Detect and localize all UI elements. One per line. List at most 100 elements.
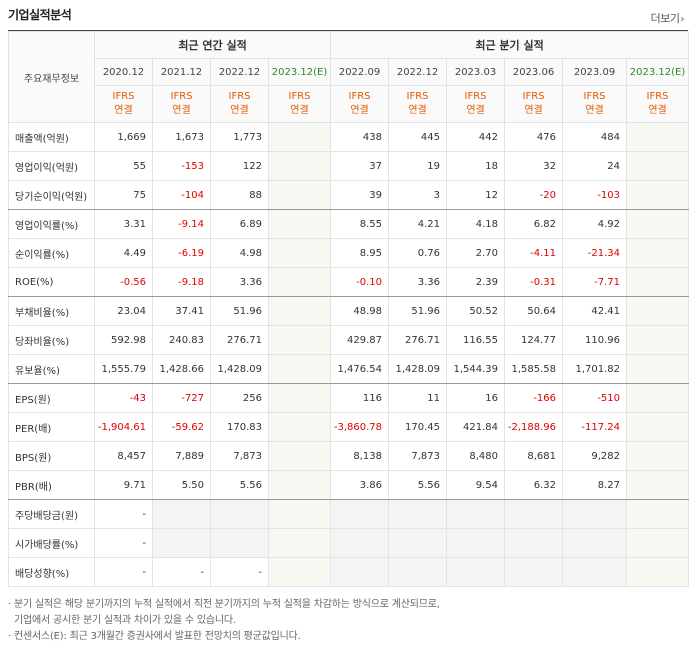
annual-group-header: 최근 연간 실적: [93, 31, 332, 59]
cell-annual: [267, 325, 332, 355]
cell-quarter: -117.24: [562, 412, 628, 442]
ifrs-line: IFRS: [646, 91, 669, 102]
cell-annual: -43: [94, 383, 153, 413]
period-label: 2023.12: [271, 66, 314, 78]
cell-quarter: 8.27: [562, 470, 628, 500]
consolidated-line: 연결: [230, 105, 249, 116]
cell-annual: -: [152, 557, 211, 587]
cell-annual: 4.49: [94, 238, 153, 268]
table-row: 당좌비율(%) 592.98 240.83 276.71 429.87 276.71 116…: [8, 325, 690, 355]
footnote-line: · 분기 실적은 해당 분기까지의 누적 실적에서 직전 분기까지의 누적 실적…: [8, 599, 440, 610]
cell-quarter: 2.39: [446, 267, 506, 297]
cell-annual: 8,457: [94, 441, 153, 471]
table-row: 배당성향(%) - - -: [8, 557, 690, 587]
table-row: EPS(원) -43 -727 256 116 11 16 -166 -510: [8, 383, 690, 413]
period-quarter-2: 2023.03: [446, 58, 506, 86]
row-label: 영업이익률(%): [8, 209, 95, 239]
cell-quarter: 4.18: [446, 209, 506, 239]
cell-quarter: [446, 528, 506, 558]
cell-quarter: 39: [330, 180, 390, 210]
cell-quarter: 19: [388, 151, 448, 181]
cell-quarter: [388, 557, 448, 587]
cell-quarter: 4.92: [562, 209, 628, 239]
cell-annual: [267, 267, 332, 297]
cell-quarter: -510: [562, 383, 628, 413]
cell-quarter: [446, 557, 506, 587]
cell-quarter: [562, 528, 628, 558]
cell-quarter: -2,188.96: [504, 412, 564, 442]
estimate-tag: (E): [313, 66, 328, 78]
cell-quarter: [626, 354, 690, 384]
cell-annual: -: [210, 557, 269, 587]
cell-quarter: 51.96: [388, 296, 448, 326]
more-label: 더보기: [650, 12, 680, 25]
table-row: BPS(원) 8,457 7,889 7,873 8,138 7,873 8,480 8,68…: [8, 441, 690, 471]
cell-annual: 37.41: [152, 296, 211, 326]
cell-annual: -727: [152, 383, 211, 413]
cell-annual: 55: [94, 151, 153, 181]
cell-quarter: 442: [446, 122, 506, 152]
table-row: PER(배) -1,904.61 -59.62 170.83 -3,860.78 170.…: [8, 412, 690, 442]
cell-annual: 5.50: [152, 470, 211, 500]
cell-annual: 1,428.09: [210, 354, 269, 384]
cell-quarter: 0.76: [388, 238, 448, 268]
cell-annual: [267, 238, 332, 268]
footnote-line: 기업에서 공시한 분기 실적과 차이가 있을 수 있습니다.: [14, 615, 236, 626]
consolidated-line: 연결: [114, 105, 133, 116]
period-label: 2020.12: [102, 66, 145, 78]
cell-quarter: 116: [330, 383, 390, 413]
period-annual-2: 2022.12: [210, 58, 269, 86]
cell-annual: 75: [94, 180, 153, 210]
cell-quarter: [446, 499, 506, 529]
cell-annual: 88: [210, 180, 269, 210]
cell-quarter: 110.96: [562, 325, 628, 355]
cell-annual: 3.36: [210, 267, 269, 297]
cell-annual: 23.04: [94, 296, 153, 326]
cell-annual: [267, 296, 332, 326]
cell-quarter: [626, 557, 690, 587]
cell-annual: [267, 180, 332, 210]
more-link[interactable]: 더보기›: [650, 10, 685, 26]
cell-annual: -9.14: [152, 209, 211, 239]
period-quarter-0: 2022.09: [330, 58, 390, 86]
cell-quarter: 42.41: [562, 296, 628, 326]
cell-quarter: 3: [388, 180, 448, 210]
cell-annual: 170.83: [210, 412, 269, 442]
cell-annual: [210, 528, 269, 558]
cell-quarter: [330, 499, 390, 529]
cell-quarter: [626, 441, 690, 471]
cell-annual: [152, 499, 211, 529]
cell-quarter: 12: [446, 180, 506, 210]
table-row: 주당배당금(원) -: [8, 499, 690, 529]
cell-quarter: [626, 209, 690, 239]
cell-annual: 7,873: [210, 441, 269, 471]
table-row: 영업이익(억원) 55 -153 122 37 19 18 32 24: [8, 151, 690, 181]
cell-quarter: [626, 296, 690, 326]
cell-quarter: 4.21: [388, 209, 448, 239]
period-quarter-5: 2023.12(E): [626, 58, 690, 86]
cell-annual: 122: [210, 151, 269, 181]
cell-quarter: [626, 180, 690, 210]
cell-quarter: [330, 557, 390, 587]
consolidated-line: 연결: [648, 105, 667, 116]
cell-quarter: [626, 238, 690, 268]
cell-quarter: [626, 528, 690, 558]
cell-quarter: 124.77: [504, 325, 564, 355]
footnote-line: · 컨센서스(E): 최근 3개월간 증권사에서 발표한 전망치의 평균값입니다…: [8, 631, 301, 642]
cell-quarter: 438: [330, 122, 390, 152]
section-title: 기업실적분석: [8, 8, 72, 22]
period-annual-0: 2020.12: [94, 58, 153, 86]
consolidated-line: 연결: [408, 105, 427, 116]
period-quarter-4: 2023.09: [562, 58, 628, 86]
ifrs-label: IFRS 연결: [210, 85, 269, 123]
cell-quarter: [626, 412, 690, 442]
period-label: 2021.12: [160, 66, 203, 78]
ifrs-line: IFRS: [228, 91, 251, 102]
cell-quarter: 48.98: [330, 296, 390, 326]
footnotes: · 분기 실적은 해당 분기까지의 누적 실적에서 직전 분기까지의 누적 실적…: [8, 597, 440, 645]
ifrs-line: IFRS: [406, 91, 429, 102]
ifrs-label: IFRS 연결: [504, 85, 564, 123]
cell-annual: [267, 412, 332, 442]
cell-quarter: [626, 470, 690, 500]
table-row: 유보율(%) 1,555.79 1,428.66 1,428.09 1,476.54 1,…: [8, 354, 690, 384]
